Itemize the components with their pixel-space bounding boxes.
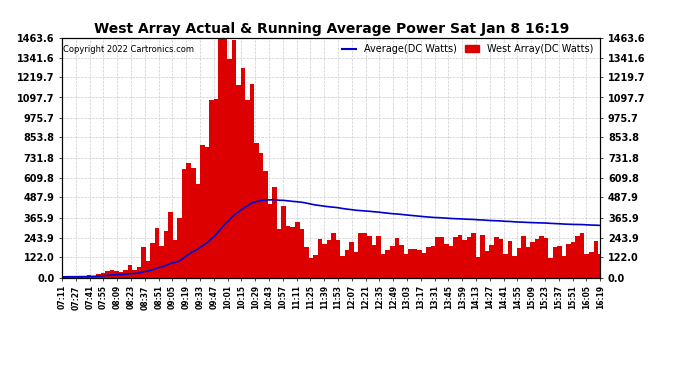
Legend: Average(DC Watts), West Array(DC Watts): Average(DC Watts), West Array(DC Watts)	[339, 42, 595, 56]
Text: Copyright 2022 Cartronics.com: Copyright 2022 Cartronics.com	[63, 45, 194, 54]
Title: West Array Actual & Running Average Power Sat Jan 8 16:19: West Array Actual & Running Average Powe…	[94, 22, 569, 36]
